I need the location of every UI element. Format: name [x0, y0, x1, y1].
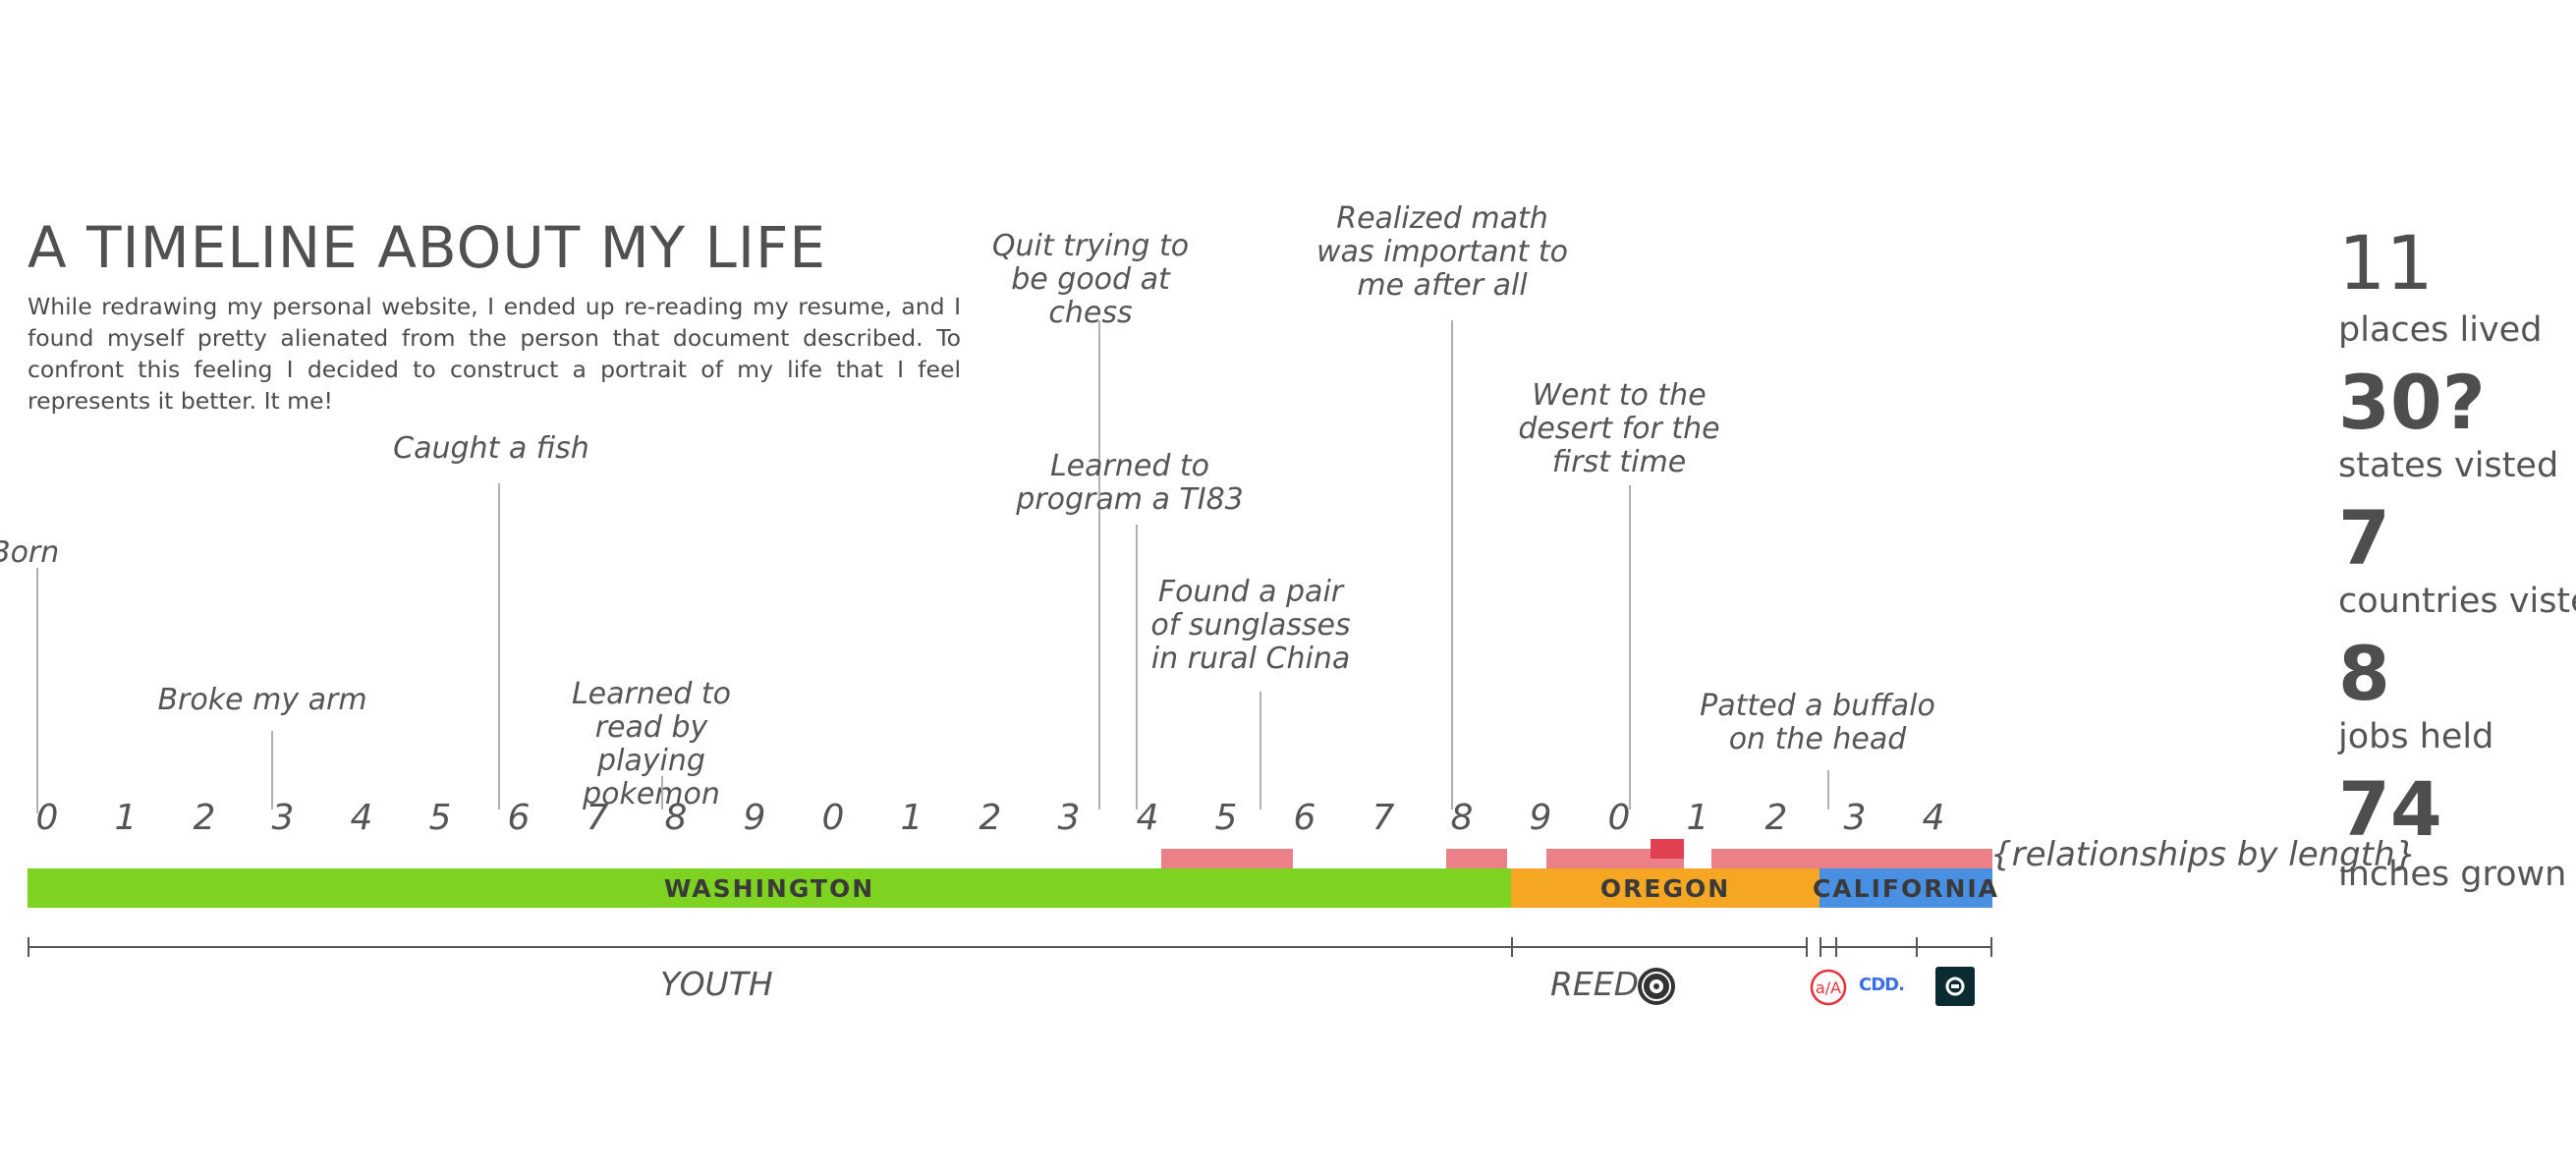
period-label-reed: REED — [1550, 965, 1640, 1003]
stat-places-label: places lived — [2338, 310, 2543, 350]
annotation-learned-read: Learned to read by playing pokemon — [571, 677, 732, 811]
year-tick: 3 — [1057, 798, 1081, 838]
svg-text:a/A: a/A — [1816, 978, 1841, 997]
annotation-sunglasses: Found a pair of sunglasses in rural Chin… — [1150, 575, 1351, 676]
year-tick: 6 — [507, 798, 531, 838]
reed-seal-icon — [1638, 968, 1675, 1005]
leader-line-learned-read — [661, 776, 663, 810]
place-oregon: OREGON — [1511, 868, 1820, 908]
year-tick: 9 — [1529, 798, 1552, 838]
place-california: CALIFORNIA — [1813, 868, 1997, 908]
stat-states-label: states visted — [2338, 446, 2559, 485]
year-tick: 1 — [114, 798, 138, 838]
period-line-aa — [1820, 946, 1837, 948]
leader-line-caught-fish — [498, 483, 500, 810]
period-label-youth: YOUTH — [660, 965, 773, 1003]
stat-inches-value: 74 — [2338, 765, 2442, 853]
relationship-bar — [1651, 839, 1684, 859]
year-tick: 1 — [900, 798, 924, 838]
intro-paragraph: While redrawing my personal website, I e… — [28, 293, 961, 415]
year-tick: 4 — [350, 798, 373, 838]
annotation-realized-math: Realized math was important to me after … — [1316, 201, 1568, 303]
annotation-broke-arm: Broke my arm — [157, 683, 367, 717]
uber-logo-icon — [1935, 967, 1975, 1006]
annotation-born: Born — [0, 535, 60, 570]
year-tick: 0 — [35, 798, 59, 838]
year-tick: 8 — [664, 798, 688, 838]
period-line-uber — [1916, 946, 1992, 948]
leader-line-realized-math — [1451, 320, 1453, 810]
place-washington: WASHINGTON — [28, 868, 1511, 908]
leader-line-desert — [1629, 485, 1631, 810]
relationships-label: {relationships by length} — [1990, 835, 2417, 874]
stat-jobs-label: jobs held — [2338, 717, 2494, 756]
year-tick: 4 — [1922, 798, 1945, 838]
period-line-reed — [1511, 946, 1808, 948]
relationship-bar — [1446, 849, 1507, 868]
year-tick: 0 — [1607, 798, 1631, 838]
leader-line-quit-chess — [1098, 320, 1100, 810]
page-title: A TIMELINE ABOUT MY LIFE — [28, 214, 826, 281]
year-tick: 2 — [979, 798, 1002, 838]
year-tick: 1 — [1686, 798, 1709, 838]
stat-inches-label: inches grown — [2338, 855, 2567, 894]
period-tick — [1820, 937, 1821, 957]
period-tick — [1990, 937, 1992, 957]
year-tick: 0 — [821, 798, 845, 838]
period-tick — [28, 937, 29, 957]
stat-countries-value: 7 — [2338, 494, 2390, 582]
annotation-desert: Went to the desert for the first time — [1518, 378, 1720, 479]
leader-line-sunglasses — [1260, 692, 1261, 810]
year-tick: 3 — [1843, 798, 1867, 838]
period-tick — [1806, 937, 1808, 957]
relationship-bar — [1711, 849, 1992, 868]
aa-logo-icon: a/A — [1810, 969, 1847, 1006]
year-tick: 5 — [428, 798, 452, 838]
annotation-caught-fish: Caught a fish — [393, 431, 589, 466]
year-tick: 5 — [1214, 798, 1238, 838]
stat-jobs-value: 8 — [2338, 630, 2390, 717]
annotation-learned-program: Learned to program a TI83 — [1016, 449, 1244, 517]
stat-countries-label: countries visted — [2338, 582, 2576, 621]
relationship-bar — [1546, 849, 1684, 868]
year-tick: 2 — [193, 798, 216, 838]
year-tick: 6 — [1293, 798, 1316, 838]
year-tick: 8 — [1450, 798, 1474, 838]
year-tick: 4 — [1136, 798, 1159, 838]
annotation-quit-chess: Quit trying to be good at chess — [991, 229, 1190, 330]
year-tick: 7 — [1372, 798, 1395, 838]
year-tick: 3 — [271, 798, 295, 838]
period-line-cdd — [1835, 946, 1918, 948]
stat-places-value: 11 — [2338, 219, 2434, 307]
stat-states-value: 30? — [2338, 359, 2486, 446]
cdd-logo-icon: CDD. — [1859, 975, 1905, 995]
leader-line-broke-arm — [271, 731, 273, 810]
year-tick: 9 — [743, 798, 766, 838]
leader-line-born — [36, 568, 38, 813]
year-tick: 7 — [586, 798, 609, 838]
relationship-bar — [1161, 849, 1293, 868]
leader-line-buffalo — [1827, 770, 1829, 810]
year-tick: 2 — [1764, 798, 1788, 838]
leader-line-learned-program — [1136, 525, 1138, 810]
period-line-youth — [28, 946, 1513, 948]
annotation-buffalo: Patted a buffalo on the head — [1700, 689, 1935, 756]
